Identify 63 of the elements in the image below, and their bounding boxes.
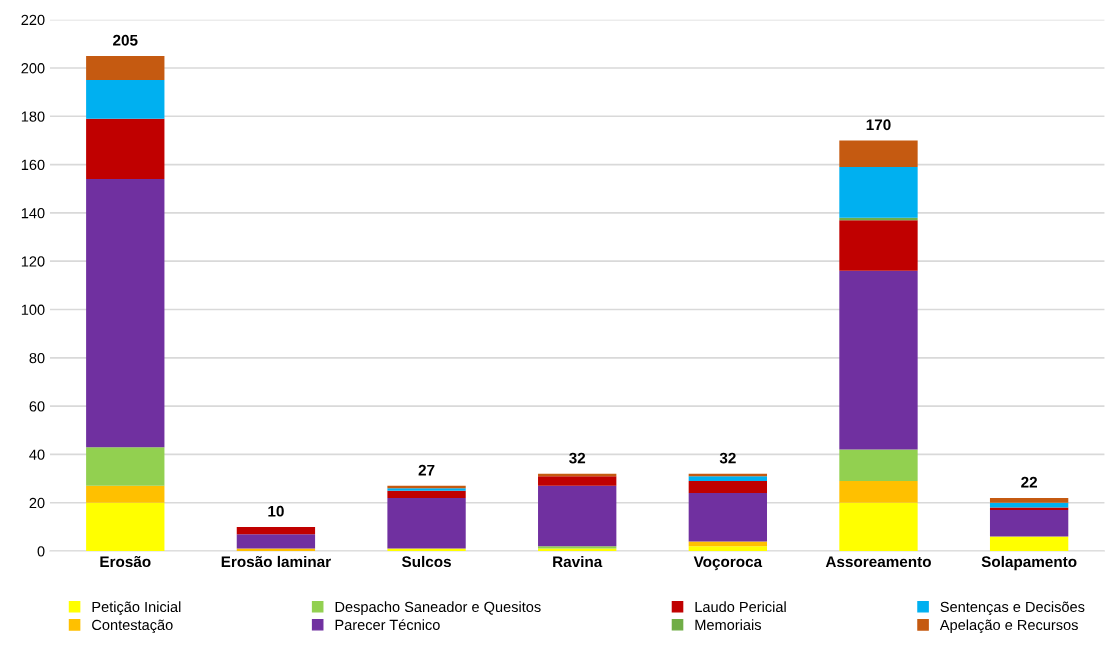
y-tick-label: 0 xyxy=(37,546,45,557)
bar xyxy=(688,546,768,552)
total-label: 10 xyxy=(268,505,284,517)
bar xyxy=(86,55,165,81)
legend-label: Parecer Técnico xyxy=(335,619,440,631)
bar xyxy=(236,534,316,549)
bar xyxy=(538,485,617,547)
bar xyxy=(839,270,918,450)
y-tick-label: 120 xyxy=(21,256,45,267)
bar xyxy=(86,179,165,448)
bar xyxy=(839,481,918,503)
bar xyxy=(86,447,165,486)
x-tick-label: Solapamento xyxy=(981,555,1077,571)
legend-label: Apelação e Recursos xyxy=(939,619,1078,634)
bar xyxy=(989,497,1069,503)
bar xyxy=(688,541,768,547)
bar xyxy=(538,476,617,486)
y-tick-label: 100 xyxy=(21,304,45,315)
bar xyxy=(387,497,466,549)
x-tick-label: Assoreamento xyxy=(825,556,931,568)
bar xyxy=(236,526,316,535)
y-tick-label: 60 xyxy=(29,401,45,412)
bar xyxy=(839,140,918,168)
total-label: 170 xyxy=(866,119,891,131)
bar xyxy=(989,509,1069,537)
x-tick-label: Erosão laminar xyxy=(221,555,331,568)
bar xyxy=(86,502,165,552)
legend-label: Contestação xyxy=(92,619,173,634)
bar xyxy=(688,476,768,481)
bar xyxy=(86,485,165,503)
y-tick-label: 80 xyxy=(29,352,45,364)
bar xyxy=(86,118,165,180)
bar xyxy=(688,493,768,542)
bar xyxy=(839,449,918,481)
y-tick-label: 200 xyxy=(21,63,45,74)
x-tick-label: Ravina xyxy=(553,555,603,568)
x-tick-label: Sulcos xyxy=(401,555,451,568)
legend-label: Petição Inicial xyxy=(92,601,181,616)
bar xyxy=(989,502,1069,508)
y-tick-label: 40 xyxy=(29,449,45,460)
total-label: 22 xyxy=(1021,476,1038,488)
bar xyxy=(839,220,918,271)
total-label: 32 xyxy=(569,452,586,464)
bar xyxy=(688,481,768,494)
bar xyxy=(989,536,1069,552)
bar xyxy=(839,167,918,218)
y-tick-label: 180 xyxy=(21,111,45,122)
y-tick-label: 140 xyxy=(21,208,45,219)
y-tick-label: 20 xyxy=(29,497,45,509)
total-label: 205 xyxy=(113,34,138,46)
total-label: 32 xyxy=(719,452,736,464)
y-tick-label: 220 xyxy=(21,14,45,26)
total-label: 27 xyxy=(418,464,435,476)
bar xyxy=(86,80,165,119)
x-tick-label: Erosão xyxy=(100,555,151,568)
legend-label: Sentenças e Decisões xyxy=(940,601,1085,616)
legend-label: Memoriais xyxy=(695,619,762,631)
legend-label: Despacho Saneador e Quesitos xyxy=(335,601,541,615)
y-tick-label: 160 xyxy=(21,159,45,171)
bar xyxy=(839,502,918,552)
legend-label: Laudo Pericial xyxy=(695,601,786,613)
x-tick-label: Voçoroca xyxy=(693,556,763,571)
bar xyxy=(387,490,466,498)
